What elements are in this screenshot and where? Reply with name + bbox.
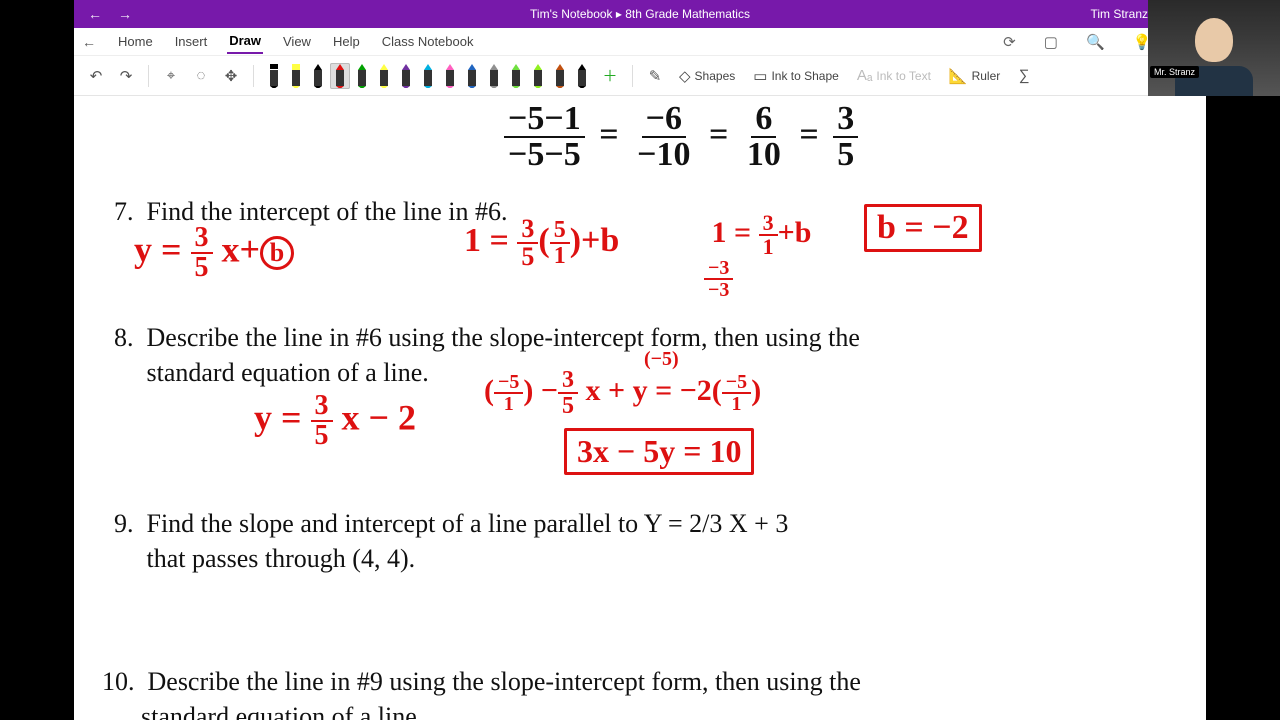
pen-5[interactable]: [374, 63, 394, 89]
q10-text: 10. Describe the line in #9 using the sl…: [102, 664, 1022, 720]
slope-calc: −5−1−5−5 = −6−10 = 610 = 35: [504, 102, 858, 172]
tab-view[interactable]: View: [281, 30, 313, 53]
nav-forward-icon[interactable]: →: [118, 6, 132, 22]
pen-14[interactable]: [572, 63, 592, 89]
draw-ribbon: ↶ ↷ ⌖ ◌ ✥ ＋ ✎ ◇Shapes ▭Ink to Shape AₐIn…: [74, 56, 1206, 96]
stylus-icon[interactable]: ✎: [643, 64, 667, 88]
pen-7[interactable]: [418, 63, 438, 89]
lasso-icon[interactable]: ◌: [189, 64, 213, 88]
back-icon[interactable]: ←: [82, 34, 98, 50]
pen-9[interactable]: [462, 63, 482, 89]
shapes-button[interactable]: ◇Shapes: [673, 64, 741, 88]
q8-slope-intercept: y = 35 x − 2: [254, 392, 416, 450]
pen-2[interactable]: [308, 63, 328, 89]
note-canvas[interactable]: −5−1−5−5 = −6−10 = 610 = 35 7. Find the …: [74, 96, 1206, 720]
pen-12[interactable]: [528, 63, 548, 89]
tab-draw[interactable]: Draw: [227, 29, 263, 54]
q8-answer-box: 3x − 5y = 10: [564, 428, 754, 475]
q7-equation: y = 35 x+b: [134, 224, 294, 282]
q7-substitution: 1 = 35(51)+b: [464, 216, 619, 270]
presenter-name-tag: Mr. Stranz: [1150, 66, 1199, 78]
q8-standard-work: (−51) −35 x + y = −2(−51): [484, 368, 761, 418]
add-pen-icon[interactable]: ＋: [598, 64, 622, 88]
q8-sup-note: (−5): [644, 348, 679, 371]
menu-bar: ← Home Insert Draw View Help Class Noteb…: [74, 28, 1206, 56]
nav-back-icon[interactable]: ←: [88, 6, 102, 22]
search-icon[interactable]: 🔍: [1086, 33, 1105, 51]
q7-answer-box: b = −2: [864, 204, 982, 252]
title-bar: ← → Tim's Notebook ▸ 8th Grade Mathemati…: [74, 0, 1206, 28]
presenter-webcam: Mr. Stranz: [1148, 0, 1280, 96]
pen-13[interactable]: [550, 63, 570, 89]
pan-icon[interactable]: ✥: [219, 64, 243, 88]
pen-10[interactable]: [484, 63, 504, 89]
pen-8[interactable]: [440, 63, 460, 89]
ink-to-text-button[interactable]: AₐInk to Text: [851, 64, 937, 87]
pen-4[interactable]: [352, 63, 372, 89]
user-name[interactable]: Tim Stranz: [1090, 7, 1148, 21]
redo-icon[interactable]: ↷: [114, 64, 138, 88]
ink-to-shape-button[interactable]: ▭Ink to Shape: [747, 64, 845, 88]
onenote-window: ← → Tim's Notebook ▸ 8th Grade Mathemati…: [74, 0, 1206, 720]
select-text-icon[interactable]: ⌖: [159, 64, 183, 88]
undo-icon[interactable]: ↶: [84, 64, 108, 88]
sync-icon[interactable]: ⟳: [1003, 33, 1016, 51]
tab-class-notebook[interactable]: Class Notebook: [380, 30, 476, 53]
breadcrumb: Tim's Notebook ▸ 8th Grade Mathematics: [74, 7, 1206, 21]
tab-help[interactable]: Help: [331, 30, 362, 53]
pen-6[interactable]: [396, 63, 416, 89]
ruler-button[interactable]: 📐Ruler: [943, 64, 1006, 88]
q7-solve: 1 = 31+b −3−3: [704, 212, 811, 300]
page-icon[interactable]: ▢: [1044, 33, 1058, 51]
q9-text: 9. Find the slope and intercept of a lin…: [114, 506, 1014, 576]
tab-home[interactable]: Home: [116, 30, 155, 53]
pen-1[interactable]: [286, 63, 306, 89]
math-icon[interactable]: ∑: [1012, 64, 1036, 88]
tab-insert[interactable]: Insert: [173, 30, 210, 53]
pen-11[interactable]: [506, 63, 526, 89]
pen-0[interactable]: [264, 63, 284, 89]
pen-gallery: [264, 63, 592, 89]
pen-3[interactable]: [330, 63, 350, 89]
